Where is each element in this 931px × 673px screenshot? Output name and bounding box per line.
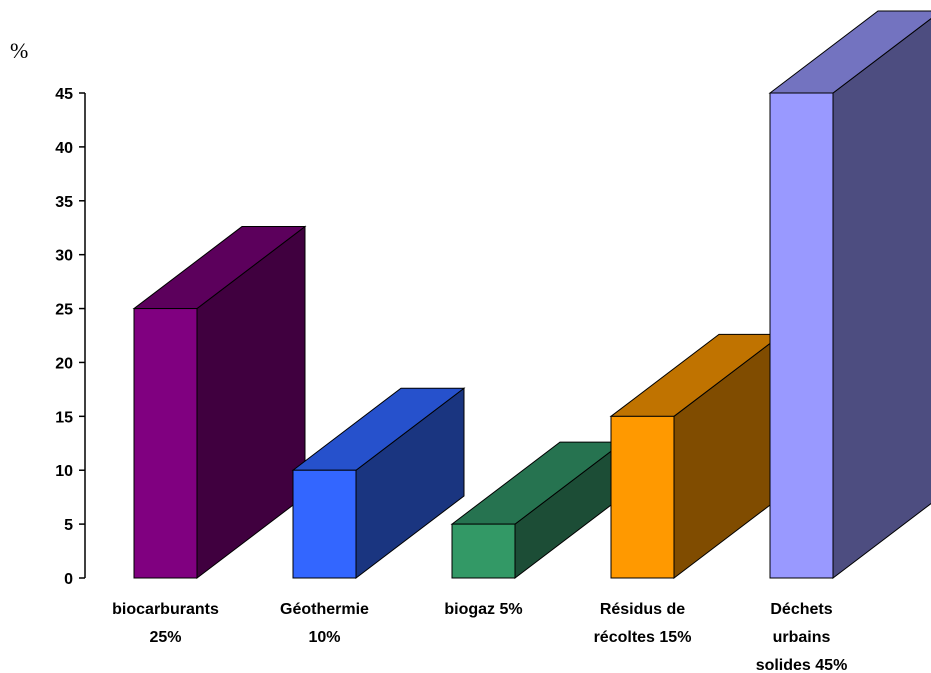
bar-front-face <box>292 469 357 579</box>
y-tick-label: 0 <box>64 571 73 588</box>
category-label: biogaz 5% <box>444 601 522 618</box>
category-label: Géothermie <box>280 601 369 618</box>
bar-side-face <box>832 17 931 580</box>
y-tick-label: 45 <box>55 86 73 103</box>
category-label: urbains <box>773 629 831 646</box>
bar <box>768 10 931 580</box>
y-tick-label: 25 <box>55 302 73 319</box>
bar-front-face <box>451 523 516 579</box>
bar-front-face <box>769 92 834 579</box>
category-label: 25% <box>149 629 181 646</box>
y-tick-label: 35 <box>55 194 73 211</box>
category-label: Résidus de <box>600 601 685 618</box>
bars-group <box>132 10 931 580</box>
y-tick-label: 30 <box>55 248 73 265</box>
bar <box>291 387 466 580</box>
bar-front-face <box>610 415 675 579</box>
category-label: biocarburants <box>112 601 219 618</box>
category-label: solides 45% <box>756 657 848 673</box>
y-tick-label: 20 <box>55 355 73 372</box>
category-label: récoltes 15% <box>594 629 692 646</box>
y-tick-label: 40 <box>55 140 73 157</box>
y-tick-label: 10 <box>55 463 73 480</box>
y-axis-unit-label: % <box>10 38 28 63</box>
category-labels: biocarburants 25% Géothermie 10% biogaz 5% Ré… <box>112 601 847 673</box>
category-label: 10% <box>308 629 340 646</box>
y-ticks: 0 5 10 15 20 25 30 35 40 45 <box>55 86 85 588</box>
bar-front-face <box>133 308 198 579</box>
y-tick-label: 5 <box>64 517 73 534</box>
bar <box>132 225 307 580</box>
category-label: Déchets <box>770 601 832 618</box>
bar <box>609 333 784 580</box>
bar <box>450 441 625 580</box>
y-tick-label: 15 <box>55 409 73 426</box>
